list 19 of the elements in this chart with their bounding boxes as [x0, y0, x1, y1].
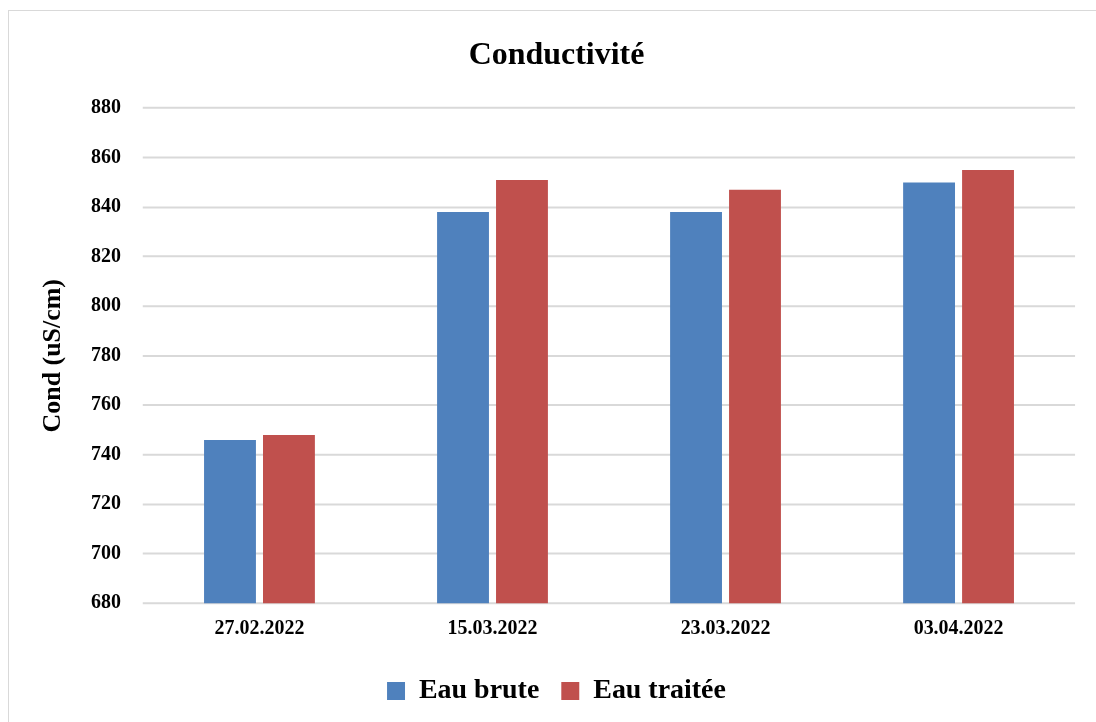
- y-tick-label: 820: [91, 243, 122, 266]
- y-tick-label: 840: [91, 194, 122, 217]
- y-tick-label: 740: [91, 441, 122, 464]
- x-tick-label: 15.03.2022: [447, 616, 538, 639]
- y-tick-label: 720: [91, 491, 122, 514]
- x-tick-label: 23.03.2022: [680, 616, 771, 639]
- y-tick-label: 760: [91, 392, 122, 415]
- y-tick-label: 880: [91, 95, 122, 118]
- x-tick-label: 03.04.2022: [913, 616, 1004, 639]
- y-tick-label: 780: [91, 342, 122, 365]
- legend-label: Eau traitée: [593, 673, 726, 705]
- x-tick-label: 27.02.2022: [214, 616, 305, 639]
- chart-title: Conductivité: [468, 36, 645, 72]
- y-tick-label: 680: [91, 590, 122, 613]
- y-tick-label: 860: [91, 144, 122, 167]
- y-tick-label: 800: [91, 293, 122, 316]
- legend-label: Eau brute: [418, 673, 540, 705]
- y-tick-label: 700: [91, 540, 122, 563]
- y-axis-title: Cond (uS/cm): [37, 279, 67, 433]
